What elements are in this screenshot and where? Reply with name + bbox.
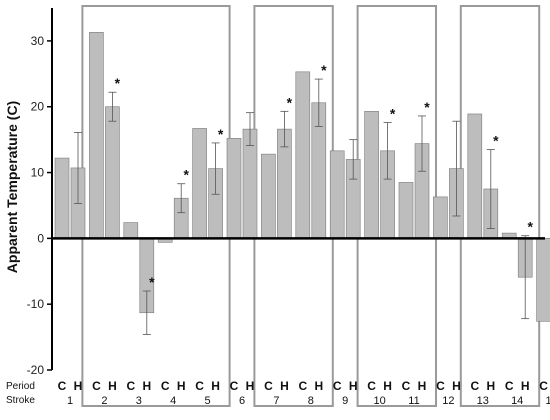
y-tick-label-0: 0 [37, 231, 44, 245]
period-label-1: 1 [67, 395, 73, 407]
bar-period-10-C [364, 111, 379, 239]
bar-label-10-C: C [367, 379, 376, 393]
period-label-4: 4 [170, 395, 176, 407]
y-tick-label--20: -20 [27, 363, 45, 377]
bar-label-10-H: H [383, 379, 392, 393]
bar-label-13-H: H [486, 379, 495, 393]
row-label-period: Stroke [6, 395, 35, 406]
bar-label-7-H: H [280, 379, 289, 393]
bar-label-6-C: C [230, 379, 239, 393]
bar-label-3-C: C [126, 379, 135, 393]
period-label-6: 6 [239, 395, 245, 407]
bar-label-1-H: H [74, 379, 83, 393]
period-label-14: 14 [511, 395, 523, 407]
bar-period-12-C [433, 196, 448, 239]
bar-label-8-H: H [314, 379, 323, 393]
period-label-9: 9 [342, 395, 348, 407]
significance-marker-8: * [321, 62, 327, 78]
bar-label-3-H: H [142, 379, 151, 393]
y-tick-label-10: 10 [31, 166, 45, 180]
period-label-7: 7 [273, 395, 279, 407]
significance-marker-4: * [183, 167, 189, 183]
bar-label-2-C: C [92, 379, 101, 393]
significance-markers: * * * * * * * * * * [115, 62, 534, 290]
bar-period-9-C [329, 150, 345, 239]
y-tick-label-30: 30 [31, 34, 45, 48]
bar-label-6-H: H [246, 379, 255, 393]
significance-marker-14: * [527, 219, 533, 235]
bar-label-5-H: H [211, 379, 220, 393]
bar-period-2-H [105, 106, 120, 239]
bar-label-11-C: C [402, 379, 411, 393]
bar-label-4-H: H [177, 379, 186, 393]
y-tick-label--10: -10 [27, 297, 45, 311]
bar-period-13-C [467, 113, 483, 239]
bar-label-8-C: C [298, 379, 307, 393]
bar-label-2-H: H [108, 379, 117, 393]
y-axis-title: Apparent Temperature (C) [4, 101, 20, 273]
bar-label-9-C: C [333, 379, 342, 393]
period-label-11: 11 [408, 395, 419, 407]
significance-marker-7: * [287, 94, 293, 110]
significance-marker-11: * [424, 99, 430, 115]
bars [54, 32, 550, 322]
bar-label-12-H: H [452, 379, 461, 393]
y-tick-label-20: 20 [31, 100, 45, 114]
bar-label-1-C: C [58, 379, 67, 393]
bar-label-12-C: C [436, 379, 445, 393]
period-label-12: 12 [442, 395, 454, 407]
highlight-box-1 [81, 5, 231, 407]
bar-period-5-C [192, 128, 207, 239]
error-bars [74, 78, 530, 335]
bar-label-5-C: C [195, 379, 204, 393]
period-label-8: 8 [308, 395, 314, 407]
significance-marker-10: * [390, 106, 396, 122]
period-label-15: 15 [545, 395, 550, 407]
period-label-2: 2 [101, 395, 107, 407]
significance-marker-2: * [115, 75, 121, 91]
bar-period-3-C [123, 222, 139, 239]
bar-label-14-C: C [505, 379, 514, 393]
bar-period-15-C [536, 238, 550, 322]
bar-label-13-C: C [470, 379, 479, 393]
bar-period-2-C [89, 32, 104, 239]
y-ticks: -20 -10 0 10 20 30 [27, 34, 52, 377]
bar-label-9-H: H [349, 379, 358, 393]
bar-label-15-C: C [539, 379, 548, 393]
bar-label-4-C: C [161, 379, 170, 393]
bar-period-1-C [54, 157, 70, 239]
bar-period-11-C [398, 182, 414, 239]
period-label-5: 5 [205, 395, 211, 407]
significance-marker-5: * [218, 126, 224, 142]
axes [51, 8, 545, 370]
period-label-10: 10 [373, 395, 385, 407]
bar-period-8-C [295, 71, 311, 239]
row-label-condition: Period [6, 381, 35, 392]
period-label-3: 3 [136, 395, 142, 407]
period-label-13: 13 [477, 395, 489, 407]
bar-period-7-C [261, 153, 276, 239]
bar-period-6-C [226, 138, 242, 239]
bar-label-7-C: C [264, 379, 273, 393]
significance-marker-3: * [149, 274, 155, 290]
bar-label-14-H: H [521, 379, 530, 393]
significance-marker-13: * [493, 133, 499, 149]
bar-label-11-H: H [418, 379, 427, 393]
